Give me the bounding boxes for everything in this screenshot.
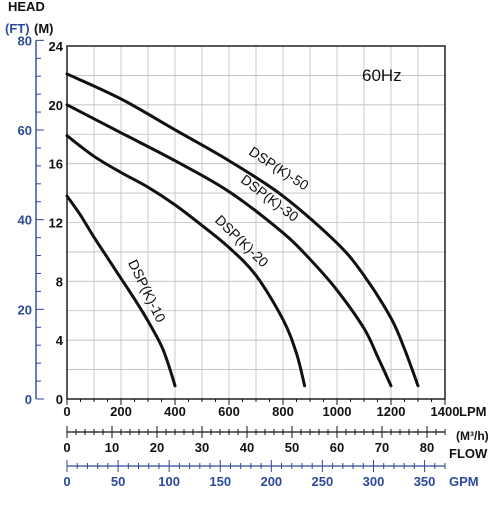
- ft-unit-label: (FT): [5, 21, 30, 36]
- labels: 0 200 400 600 800 1000 1200 1400048121620240204…: [18, 33, 460, 489]
- x-tick-label: 400: [164, 404, 186, 419]
- gpm-tick-label: 150: [209, 474, 231, 489]
- gpm-tick-label: 200: [260, 474, 282, 489]
- x-tick-label: 0: [63, 404, 70, 419]
- m3h-tick-label: 80: [420, 440, 434, 455]
- m3h-tick-label: 10: [105, 440, 119, 455]
- series-line-dspk-30: [65, 103, 393, 388]
- series-line-dspk-50: [65, 72, 420, 388]
- y-tick-label-m: 8: [56, 274, 63, 289]
- x-tick-label: 200: [110, 404, 132, 419]
- x-tick-label: 1000: [323, 404, 352, 419]
- y-tick-label-ft: 60: [18, 123, 32, 138]
- m3h-tick-label: 20: [150, 440, 164, 455]
- x-axis-unit-label: LPM: [459, 404, 486, 419]
- gpm-tick-label: 300: [363, 474, 385, 489]
- flow-label: FLOW: [449, 446, 488, 461]
- y-tick-label-m: 4: [56, 333, 64, 348]
- m3h-tick-label: 60: [330, 440, 344, 455]
- gpm-tick-label: 350: [414, 474, 436, 489]
- axes: [35, 39, 446, 472]
- m3h-tick-label: 30: [195, 440, 209, 455]
- y-tick-label-ft: 20: [18, 302, 32, 317]
- y-tick-label-m: 0: [56, 392, 63, 407]
- y-tick-label-m: 24: [49, 39, 64, 54]
- gpm-tick-label: 250: [312, 474, 334, 489]
- series-line-dspk-10: [65, 194, 177, 388]
- m3h-tick-label: 70: [375, 440, 389, 455]
- curves: [65, 72, 420, 388]
- x-tick-label: 1400: [431, 404, 460, 419]
- x-tick-label: 600: [218, 404, 240, 419]
- hz-annotation: 60Hz: [362, 66, 402, 85]
- y-tick-label-m: 16: [49, 157, 63, 172]
- gpm-tick-label: 100: [158, 474, 180, 489]
- y-tick-label-ft: 40: [18, 213, 32, 228]
- y-tick-label-m: 12: [49, 216, 63, 231]
- series-label: DSP(K)-10: [125, 257, 169, 325]
- x-tick-label: 800: [272, 404, 294, 419]
- m-unit-label: (M): [34, 21, 54, 36]
- x-tick-label: 1200: [377, 404, 406, 419]
- m3h-tick-label: 0: [63, 440, 70, 455]
- m3h-tick-label: 40: [240, 440, 254, 455]
- gpm-unit-label: GPM: [449, 474, 479, 489]
- y-tick-label-ft: 80: [18, 33, 32, 48]
- m3h-unit-label: (M³/h): [456, 429, 489, 443]
- m3h-tick-label: 50: [285, 440, 299, 455]
- y-tick-label-m: 20: [49, 98, 63, 113]
- gpm-tick-label: 0: [63, 474, 70, 489]
- gpm-tick-label: 50: [111, 474, 125, 489]
- series-line-dspk-20: [65, 134, 307, 388]
- y-tick-label-ft: 0: [25, 392, 32, 407]
- head-label: HEAD: [8, 0, 45, 14]
